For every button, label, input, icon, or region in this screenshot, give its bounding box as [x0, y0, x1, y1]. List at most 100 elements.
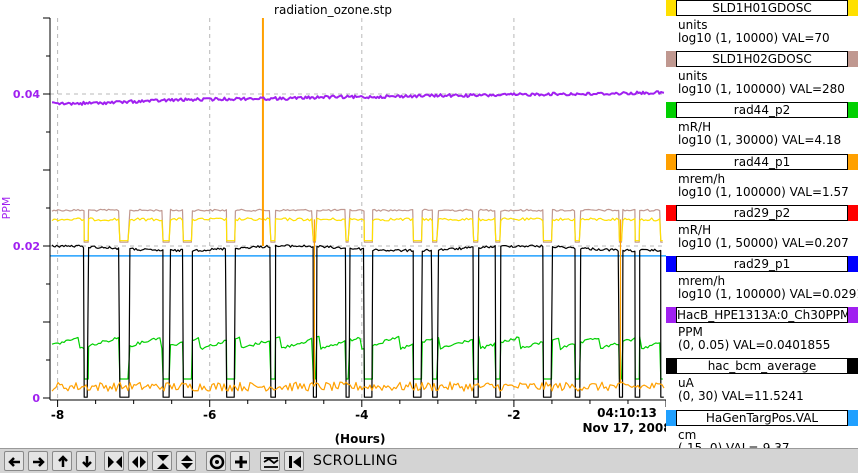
legend-unit: mrem/h	[678, 274, 726, 288]
series-line-SLD1H02GDOSC	[51, 208, 663, 243]
legend-swatch	[666, 409, 676, 426]
y-tick-label: 0	[32, 392, 40, 405]
legend-entry[interactable]: rad29_p1 mrem/h log10 (1, 100000) VAL=0.02…	[666, 256, 858, 307]
zoom-in-y-icon	[157, 455, 169, 469]
legend-scale: log10 (1, 10000) VAL=70	[678, 31, 830, 45]
legend-swatch	[666, 358, 676, 375]
pan-up-button[interactable]	[52, 451, 72, 471]
y-tick-label: 0.04	[13, 88, 40, 101]
legend-entry[interactable]: SLD1H01GDOSC units log10 (1, 10000) VAL=70	[666, 0, 858, 51]
legend-scale: log10 (1, 100000) VAL=280	[678, 82, 845, 97]
play-back-icon	[289, 456, 301, 468]
legend-entry[interactable]: rad44_p1 mrem/h log10 (1, 100000) VAL=1.57	[666, 153, 858, 205]
legend-series-name: rad44_p1	[676, 153, 848, 170]
legend-series-name: SLD1H02GDOSC	[676, 51, 848, 68]
legend-unit: mR/H	[678, 120, 712, 135]
series-line-hac_bcm_average	[51, 244, 664, 398]
chart-title: radiation_ozone.stp	[274, 3, 392, 17]
legend-series-name: HacB_HPE1313A:0_Ch30PPM	[676, 307, 848, 324]
legend-entry[interactable]: hac_bcm_average uA (0, 30) VAL=11.5241	[666, 358, 858, 409]
zoom-out-x-button[interactable]	[128, 451, 148, 471]
legend-series-name: SLD1H01GDOSC	[676, 0, 848, 16]
legend-scale: log10 (1, 100000) VAL=0.0291	[678, 287, 858, 301]
autoscale-button[interactable]	[206, 451, 226, 471]
series-line-rad44_p1	[51, 381, 665, 392]
x-tick-label: -4	[355, 408, 368, 422]
legend-unit: mR/H	[678, 222, 712, 237]
reset-button[interactable]	[230, 451, 250, 471]
target-icon	[209, 454, 225, 470]
legend-unit: cm	[678, 427, 697, 442]
legend-series-name: rad29_p1	[676, 256, 848, 272]
legend-entry[interactable]: HacB_HPE1313A:0_Ch30PPM PPM (0, 0.05) VAL=…	[666, 307, 858, 358]
legend-swatch	[666, 0, 676, 16]
legend-series-name: HaGenTargPos.VAL	[676, 409, 848, 426]
legend-swatch	[666, 51, 676, 68]
series-line-SLD1H01GDOSC	[51, 217, 663, 242]
zoom-in-x-button[interactable]	[104, 451, 124, 471]
legend-entry[interactable]: rad44_p2 mR/H log10 (1, 30000) VAL=4.18	[666, 102, 858, 153]
legend-swatch	[666, 307, 676, 324]
series-layer	[50, 18, 666, 398]
legend-series-name: rad29_p2	[676, 204, 848, 221]
arrow-up-icon	[58, 455, 68, 467]
arrow-down-icon	[82, 456, 92, 468]
zoom-out-y-button[interactable]	[176, 451, 196, 471]
zoom-in-x-icon	[108, 456, 122, 468]
pan-down-button[interactable]	[76, 451, 96, 471]
legend-swatch	[848, 307, 858, 324]
legend-swatch	[666, 256, 676, 272]
scroll-button[interactable]	[284, 451, 304, 471]
legend-series-name: rad44_p2	[676, 102, 848, 119]
arrow-right-icon	[33, 457, 45, 467]
x-tick-label: -6	[203, 408, 216, 422]
legend-unit: PPM	[678, 325, 703, 340]
legend-scale: (0, 0.05) VAL=0.0401855	[678, 338, 831, 353]
legend-swatch	[666, 102, 676, 119]
time-label: 04:10:13	[597, 406, 657, 420]
zoom-out-y-icon	[181, 455, 193, 469]
x-axis-title: (Hours)	[335, 432, 386, 446]
axes: -8 -6 -4 -2 0 0.02 0.04	[13, 17, 666, 422]
scroll-status: SCROLLING	[313, 453, 398, 469]
x-tick-label: -8	[51, 408, 64, 422]
legend-swatch	[848, 102, 858, 119]
legend-unit: uA	[678, 376, 694, 391]
legend-swatch	[848, 256, 858, 272]
y-tick-label: 0.02	[13, 240, 40, 253]
legend-entry[interactable]: rad29_p2 mR/H log10 (1, 50000) VAL=0.207	[666, 204, 858, 256]
zoom-out-x-icon	[132, 456, 146, 468]
legend-scale: log10 (1, 30000) VAL=4.18	[678, 133, 842, 148]
legend-swatch	[848, 0, 858, 16]
legend-swatch	[848, 51, 858, 68]
style-button[interactable]	[260, 451, 280, 471]
y-axis-title: PPM	[0, 197, 13, 220]
arrow-left-icon	[8, 457, 20, 467]
legend-swatch	[848, 204, 858, 221]
series-line-rad44_p2	[51, 335, 663, 380]
legend-swatch	[848, 153, 858, 170]
pan-right-button[interactable]	[28, 451, 48, 471]
legend-scale: log10 (1, 50000) VAL=0.207	[678, 235, 849, 250]
legend-scale: (0, 30) VAL=11.5241	[678, 389, 804, 404]
date-label: Nov 17, 2008	[582, 421, 666, 435]
legend-scale: log10 (1, 100000) VAL=1.57	[678, 184, 849, 199]
legend-swatch	[848, 358, 858, 375]
legend: SLD1H01GDOSC units log10 (1, 10000) VAL=70…	[666, 0, 858, 455]
toolbar: SCROLLING	[0, 448, 858, 473]
series-line-HacB_HPE1313A	[52, 90, 665, 106]
line-style-icon	[263, 457, 279, 468]
plus-icon	[235, 456, 247, 468]
legend-entry[interactable]: SLD1H02GDOSC units log10 (1, 100000) VAL=2…	[666, 51, 858, 102]
legend-swatch	[848, 409, 858, 426]
legend-unit: units	[678, 18, 708, 32]
legend-unit: units	[678, 69, 708, 84]
chart[interactable]: -8 -6 -4 -2 0 0.02 0.04 radiation_ozone.stp PP…	[0, 0, 666, 448]
legend-unit: mrem/h	[678, 171, 726, 186]
chart-background	[0, 0, 666, 448]
pan-left-button[interactable]	[4, 451, 24, 471]
legend-swatch	[666, 204, 676, 221]
zoom-in-y-button[interactable]	[152, 451, 172, 471]
legend-swatch	[666, 153, 676, 170]
legend-series-name: hac_bcm_average	[676, 358, 848, 375]
